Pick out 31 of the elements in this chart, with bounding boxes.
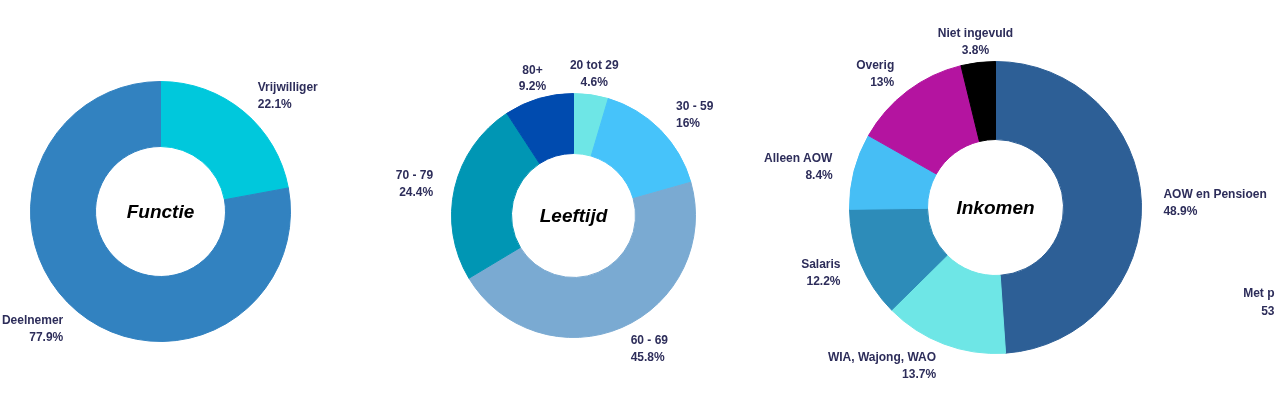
slice-label: Overig bbox=[856, 58, 895, 73]
data-label: 8.4% bbox=[805, 167, 834, 182]
slice-label: Niet ingevuld bbox=[937, 25, 1014, 40]
slice-label: AOW en Pensioen bbox=[1163, 186, 1267, 201]
text: Functie bbox=[126, 201, 195, 222]
data-label: 45.8% bbox=[630, 349, 666, 364]
data-label: 12.2% bbox=[806, 274, 841, 289]
slice-label: 20 tot 29 bbox=[569, 58, 619, 72]
slice-label: Salaris bbox=[801, 257, 841, 272]
text: 53 bbox=[1261, 304, 1275, 318]
slice-label: 30 - 59 bbox=[675, 99, 714, 114]
data-label: 9.2% bbox=[518, 79, 547, 94]
data-label: 16% bbox=[675, 116, 701, 131]
data-label: 77.9% bbox=[29, 330, 64, 345]
slice-label: 70 - 79 bbox=[395, 168, 434, 183]
data-label: 3.8% bbox=[961, 42, 990, 57]
data-label: 13% bbox=[870, 75, 895, 90]
data-label: 24.4% bbox=[399, 185, 434, 200]
text: Met p bbox=[1243, 285, 1275, 300]
data-label: 13.7% bbox=[902, 366, 937, 381]
slice-label: Alleen AOW bbox=[764, 150, 834, 165]
text: Inkomen bbox=[956, 197, 1035, 218]
slice-label: 60 - 69 bbox=[630, 332, 669, 347]
data-label: 4.6% bbox=[580, 75, 609, 89]
text: Leeftijd bbox=[539, 205, 608, 226]
slice-label: 80+ bbox=[522, 62, 543, 77]
slice-label: Vrijwilliger bbox=[257, 79, 319, 94]
slice-label: Deelnemer bbox=[1, 313, 64, 328]
data-label: 48.9% bbox=[1163, 203, 1198, 218]
data-label: 22.1% bbox=[257, 96, 293, 111]
slice-label: WIA, Wajong, WAO bbox=[827, 349, 937, 364]
